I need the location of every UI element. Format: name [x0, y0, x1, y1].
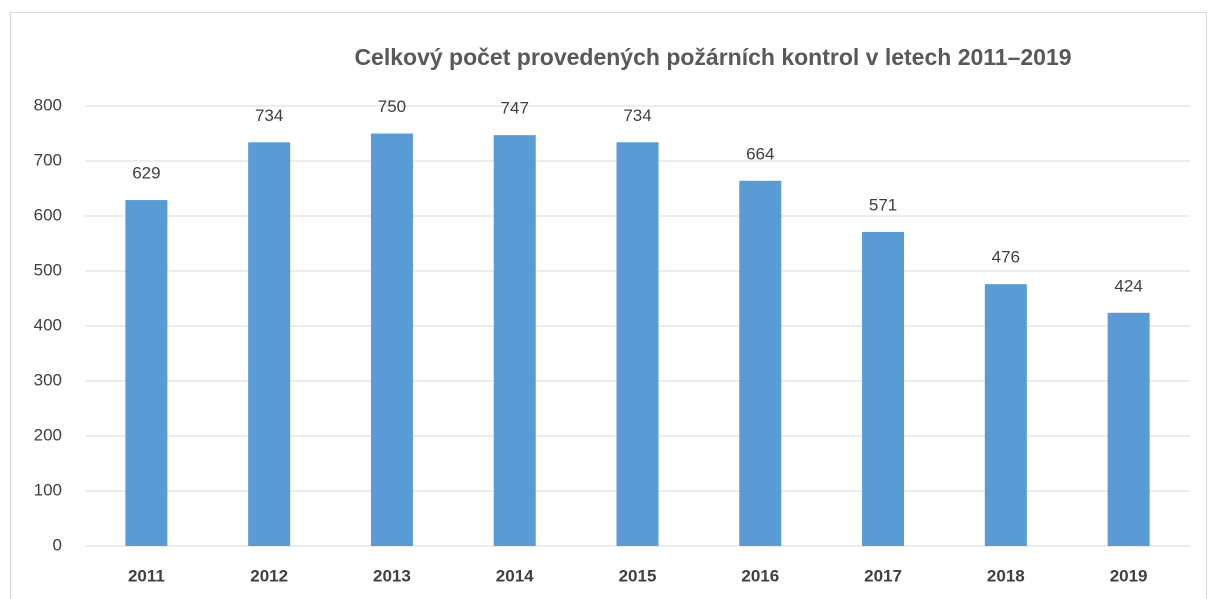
y-tick-label: 500	[34, 260, 62, 279]
data-label: 476	[992, 248, 1020, 267]
data-label: 629	[132, 164, 160, 183]
x-tick-label: 2011	[128, 566, 165, 585]
y-tick-label: 0	[53, 535, 62, 554]
y-tick-label: 200	[34, 425, 62, 444]
x-tick-label: 2019	[1110, 566, 1148, 585]
y-tick-label: 800	[34, 95, 62, 114]
bar	[1107, 312, 1150, 546]
bar	[370, 133, 413, 546]
data-label: 424	[1114, 276, 1142, 295]
bar	[739, 180, 782, 547]
data-label: 571	[869, 195, 897, 214]
x-tick-label: 2018	[987, 566, 1025, 585]
data-label: 750	[378, 97, 406, 116]
bar	[248, 142, 291, 547]
y-tick-label: 700	[34, 150, 62, 169]
bar	[984, 284, 1027, 546]
bar	[862, 231, 905, 546]
chart-title: Celkový počet provedených požárních kont…	[354, 44, 1071, 70]
chart-frame	[10, 12, 1207, 599]
y-tick-label: 100	[34, 480, 62, 499]
y-tick-label: 600	[34, 205, 62, 224]
x-tick-label: 2014	[496, 566, 534, 585]
bar	[493, 135, 536, 546]
data-label: 734	[623, 106, 651, 125]
x-tick-label: 2012	[250, 566, 288, 585]
y-tick-label: 400	[34, 315, 62, 334]
bar	[125, 200, 168, 547]
bar	[616, 142, 659, 547]
data-label: 664	[746, 144, 774, 163]
data-label: 747	[501, 99, 529, 118]
data-label: 734	[255, 106, 283, 125]
x-tick-label: 2013	[373, 566, 411, 585]
y-tick-label: 300	[34, 370, 62, 389]
x-tick-label: 2015	[619, 566, 657, 585]
x-tick-label: 2016	[741, 566, 779, 585]
x-tick-label: 2017	[864, 566, 902, 585]
